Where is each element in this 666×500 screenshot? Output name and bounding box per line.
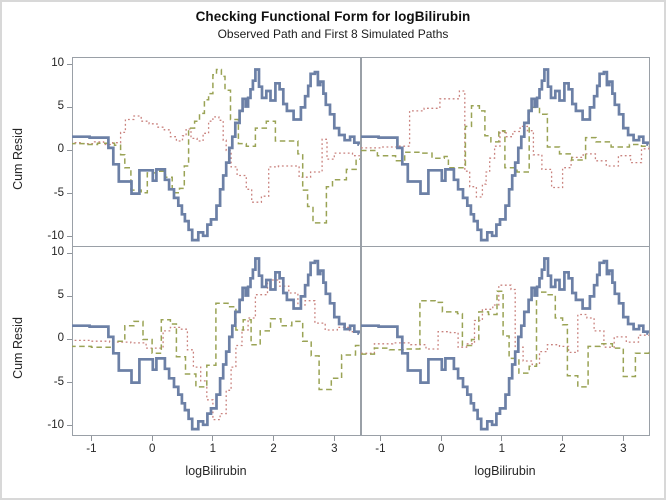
x-tick-label: 3 xyxy=(331,443,338,455)
x-axis-label-right: logBilirubin xyxy=(474,464,536,478)
x-tick-mark xyxy=(562,436,564,441)
y-tick-mark xyxy=(67,338,72,340)
simulated-path-dotted xyxy=(72,115,360,203)
x-tick-label: 1 xyxy=(209,443,217,455)
panel-top-left xyxy=(72,57,361,247)
y-axis-label-bottom: Cum Resid xyxy=(11,317,25,379)
x-tick-label: -1 xyxy=(375,443,386,455)
y-tick-label: 5 xyxy=(57,289,64,302)
panel-bottom-right xyxy=(361,246,650,436)
y-tick-label: 5 xyxy=(57,100,64,113)
x-tick-label: -1 xyxy=(86,443,97,455)
x-tick-label: 2 xyxy=(559,443,566,455)
y-tick-label: 10 xyxy=(51,246,64,259)
y-tick-mark xyxy=(67,149,72,151)
x-tick-mark xyxy=(501,436,503,441)
y-axis-label-top: Cum Resid xyxy=(11,128,25,190)
panel-top-right xyxy=(361,57,650,247)
x-tick-mark xyxy=(212,436,214,441)
y-tick-mark xyxy=(67,63,72,65)
x-tick-mark xyxy=(90,436,92,441)
chart-title: Checking Functional Form for logBilirubi… xyxy=(195,9,471,24)
y-tick-mark xyxy=(67,295,72,297)
chart-subtitle: Observed Path and First 8 Simulated Path… xyxy=(217,27,449,41)
y-tick-label: -10 xyxy=(47,418,64,431)
y-tick-mark xyxy=(67,193,72,195)
y-tick-mark xyxy=(67,425,72,427)
y-tick-mark xyxy=(67,106,72,108)
y-tick-label: -5 xyxy=(53,186,64,199)
y-tick-mark xyxy=(67,382,72,384)
x-tick-mark xyxy=(151,436,153,441)
y-tick-label: 0 xyxy=(57,332,64,345)
y-tick-label: -10 xyxy=(47,229,64,242)
x-tick-label: 0 xyxy=(148,443,156,455)
y-tick-mark xyxy=(67,236,72,238)
x-tick-label: 1 xyxy=(498,443,506,455)
observed-path xyxy=(72,68,360,242)
x-tick-mark xyxy=(273,436,275,441)
x-tick-mark xyxy=(333,436,335,441)
y-tick-label: 0 xyxy=(57,143,64,156)
simulated-path-dotted xyxy=(361,284,649,366)
y-tick-mark xyxy=(67,252,72,254)
y-tick-label: -5 xyxy=(53,375,64,388)
x-tick-label: 0 xyxy=(437,443,445,455)
x-axis-label-left: logBilirubin xyxy=(185,464,247,478)
panel-bottom-left xyxy=(72,246,361,436)
simulated-path-dashed xyxy=(72,68,360,224)
simulated-path-dashed xyxy=(72,302,360,391)
observed-path xyxy=(361,257,649,431)
x-tick-label: 3 xyxy=(620,443,627,455)
y-tick-label: 10 xyxy=(51,57,64,70)
observed-path xyxy=(72,257,360,431)
observed-path xyxy=(361,68,649,242)
x-tick-mark xyxy=(622,436,624,441)
x-tick-mark xyxy=(440,436,442,441)
x-tick-label: 2 xyxy=(270,443,277,455)
x-tick-mark xyxy=(379,436,381,441)
